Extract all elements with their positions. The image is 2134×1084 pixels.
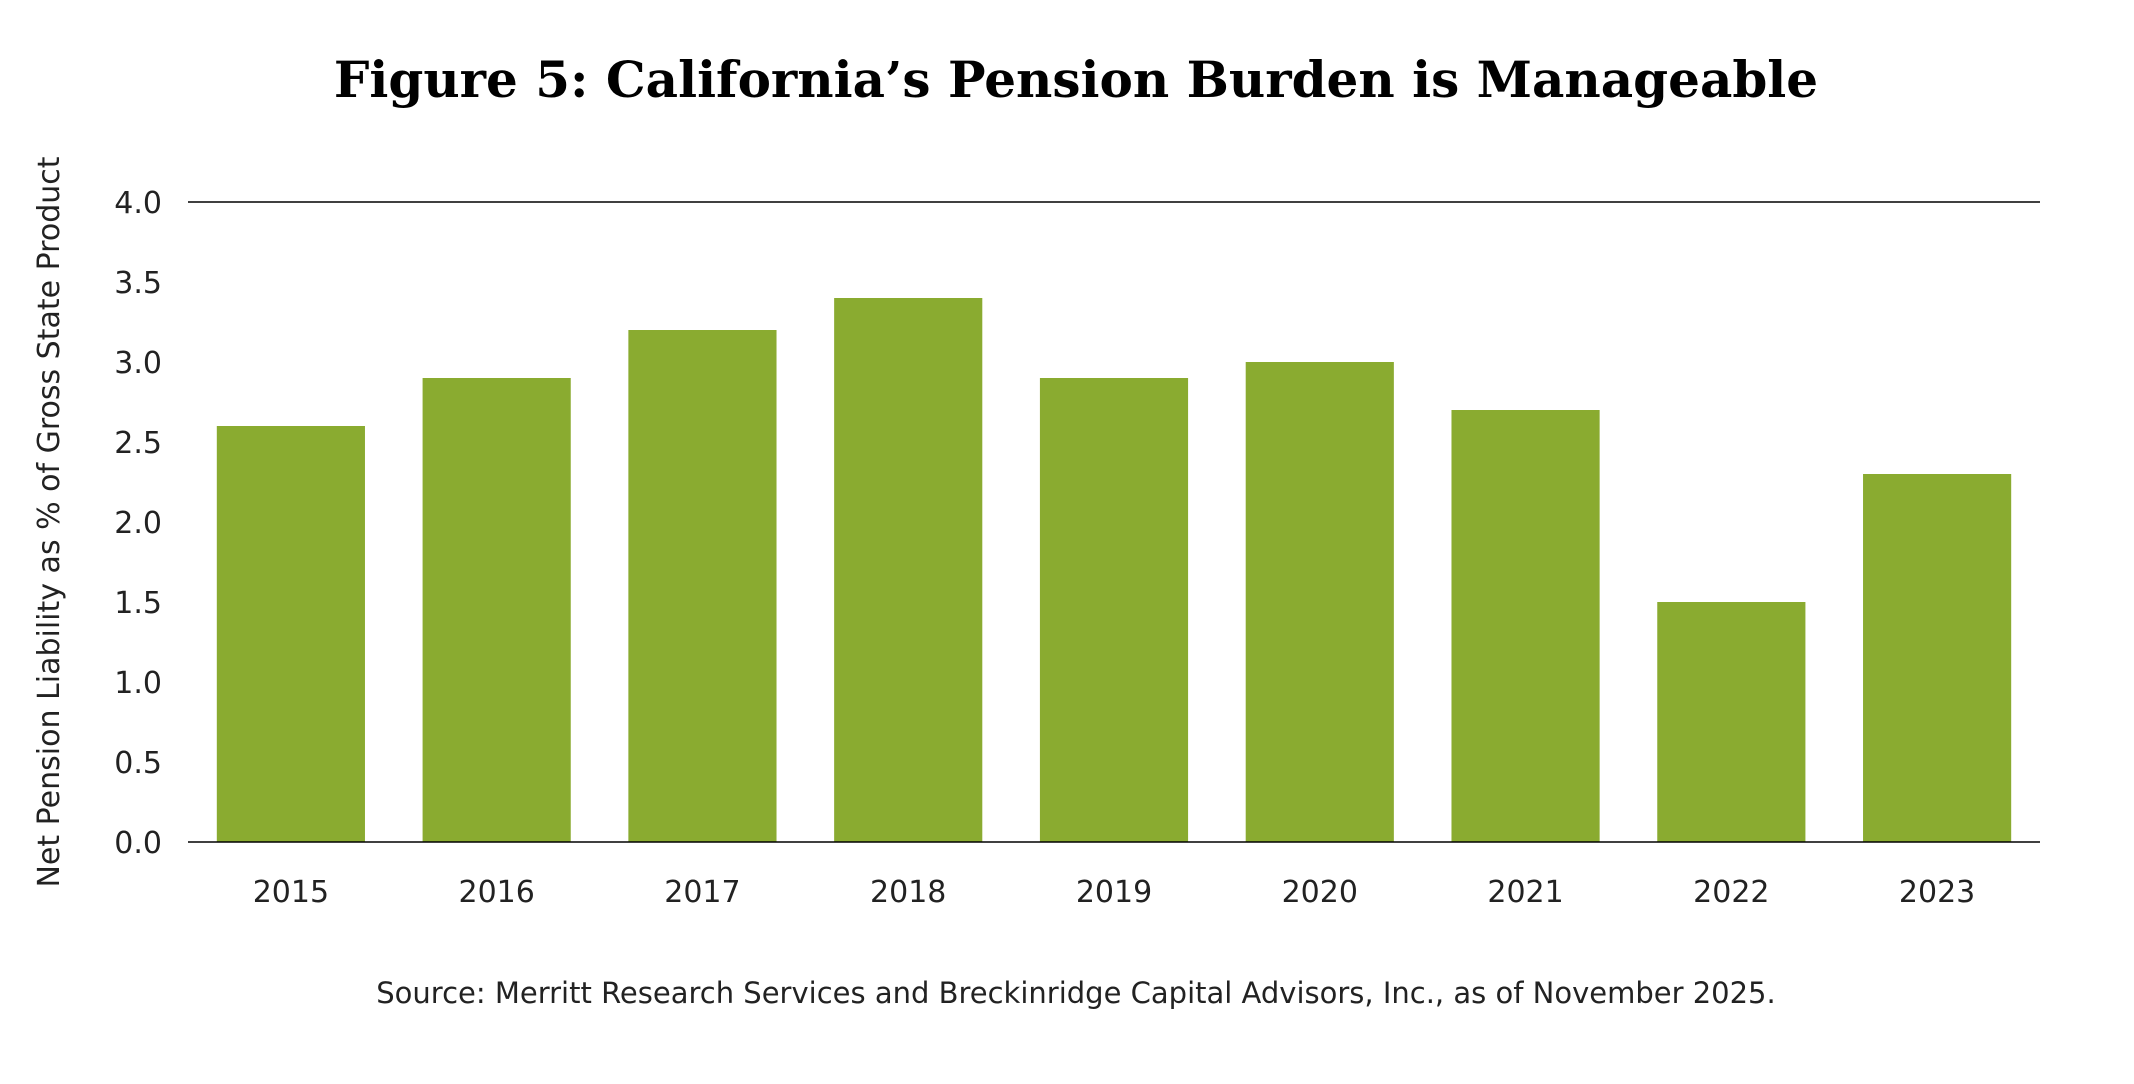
bar-2015 <box>216 426 365 842</box>
bar-2019 <box>1039 378 1189 842</box>
x-tick-label: 2023 <box>1899 875 1975 910</box>
chart-title: Figure 5: California’s Pension Burden is… <box>334 50 1818 109</box>
x-tick-label: 2020 <box>1282 875 1358 910</box>
x-tick-label: 2015 <box>253 875 329 910</box>
y-tick-label: 2.5 <box>114 426 162 461</box>
y-tick-label: 4.0 <box>114 186 162 221</box>
y-tick-label: 0.5 <box>114 746 162 781</box>
y-axis-ticks: 0.0 0.5 1.0 1.5 2.0 2.5 3.0 3.5 4.0 <box>114 186 162 861</box>
y-tick-label: 1.5 <box>114 586 162 621</box>
x-tick-label: 2018 <box>870 875 946 910</box>
y-axis-title: Net Pension Liability as % of Gross Stat… <box>32 156 67 887</box>
bar-2017 <box>628 330 777 842</box>
y-tick-label: 1.0 <box>114 666 162 701</box>
bar-2022 <box>1657 602 1806 842</box>
bars <box>216 298 2012 842</box>
y-tick-label: 3.5 <box>114 266 162 301</box>
y-tick-label: 3.0 <box>114 346 162 381</box>
x-tick-label: 2016 <box>458 875 534 910</box>
x-tick-label: 2022 <box>1693 875 1769 910</box>
y-tick-label: 0.0 <box>114 826 162 861</box>
x-tick-label: 2019 <box>1076 875 1152 910</box>
y-tick-label: 2.0 <box>114 506 162 541</box>
bar-2023 <box>1863 474 2012 842</box>
bar-2016 <box>422 378 571 842</box>
bar-2020 <box>1245 362 1394 842</box>
x-tick-label: 2021 <box>1487 875 1563 910</box>
bar-2021 <box>1451 410 1600 842</box>
source-note: Source: Merritt Research Services and Br… <box>376 976 1775 1010</box>
x-tick-label: 2017 <box>664 875 740 910</box>
bar-2018 <box>834 298 983 842</box>
x-axis-ticks: 2015 2016 2017 2018 2019 2020 2021 2022 2023 <box>253 875 1976 910</box>
